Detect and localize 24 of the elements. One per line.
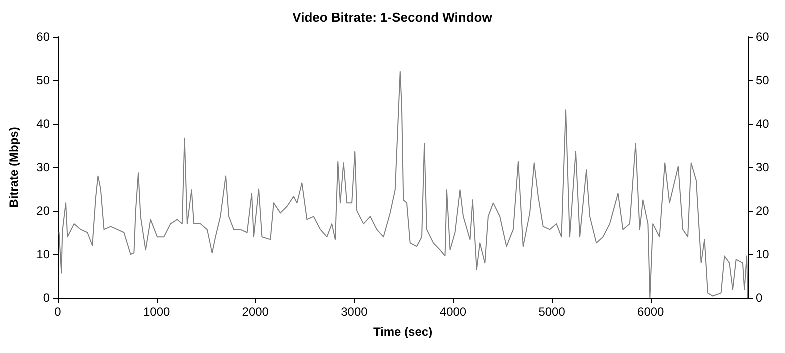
x-tick-label: 6000 [638,305,665,319]
y2-tick-label: 60 [756,30,770,44]
y2-tick-label: 0 [756,291,763,305]
chart-title: Video Bitrate: 1-Second Window [292,10,494,25]
y2-tick-label: 10 [756,248,770,262]
x-tick-label: 2000 [242,305,270,319]
y2-tick-label: 20 [756,204,770,218]
x-tick-label: 5000 [538,305,566,319]
x-tick-label: 3000 [341,305,368,319]
y-axis-title: Bitrate (Mbps) [7,127,21,208]
y-tick-label: 20 [36,204,50,218]
y-tick-label: 0 [43,291,50,305]
y2-tick-label: 40 [756,117,770,131]
x-axis-title: Time (sec) [373,325,433,339]
y-tick-label: 40 [36,117,50,131]
y-tick-label: 60 [36,30,50,44]
y2-tick-label: 30 [756,160,770,174]
y2-tick-label: 50 [756,74,770,88]
x-tick-label: 0 [54,305,62,319]
x-tick-label: 1000 [143,305,170,319]
y-tick-label: 30 [36,160,50,174]
x-tick-label: 4000 [440,305,467,319]
y-tick-label: 10 [36,248,50,262]
y-tick-label: 50 [36,74,50,88]
